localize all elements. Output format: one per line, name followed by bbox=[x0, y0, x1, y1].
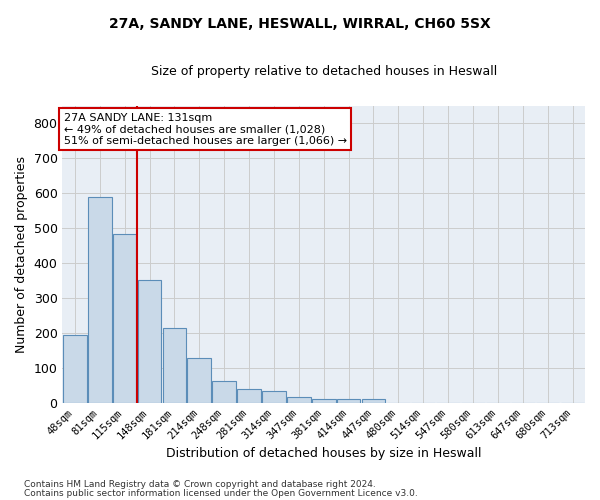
X-axis label: Distribution of detached houses by size in Heswall: Distribution of detached houses by size … bbox=[166, 447, 481, 460]
Bar bbox=[163, 328, 186, 403]
Bar bbox=[237, 389, 261, 403]
Bar bbox=[362, 400, 385, 403]
Bar bbox=[113, 234, 136, 403]
Bar bbox=[337, 399, 361, 403]
Bar bbox=[63, 336, 86, 403]
Bar bbox=[187, 358, 211, 403]
Y-axis label: Number of detached properties: Number of detached properties bbox=[15, 156, 28, 353]
Bar bbox=[312, 400, 335, 403]
Bar bbox=[287, 398, 311, 403]
Bar bbox=[137, 280, 161, 403]
Text: 27A SANDY LANE: 131sqm
← 49% of detached houses are smaller (1,028)
51% of semi-: 27A SANDY LANE: 131sqm ← 49% of detached… bbox=[64, 112, 347, 146]
Title: Size of property relative to detached houses in Heswall: Size of property relative to detached ho… bbox=[151, 65, 497, 78]
Text: Contains HM Land Registry data © Crown copyright and database right 2024.: Contains HM Land Registry data © Crown c… bbox=[24, 480, 376, 489]
Bar bbox=[212, 381, 236, 403]
Text: Contains public sector information licensed under the Open Government Licence v3: Contains public sector information licen… bbox=[24, 489, 418, 498]
Text: 27A, SANDY LANE, HESWALL, WIRRAL, CH60 5SX: 27A, SANDY LANE, HESWALL, WIRRAL, CH60 5… bbox=[109, 18, 491, 32]
Bar bbox=[88, 197, 112, 403]
Bar bbox=[262, 392, 286, 403]
